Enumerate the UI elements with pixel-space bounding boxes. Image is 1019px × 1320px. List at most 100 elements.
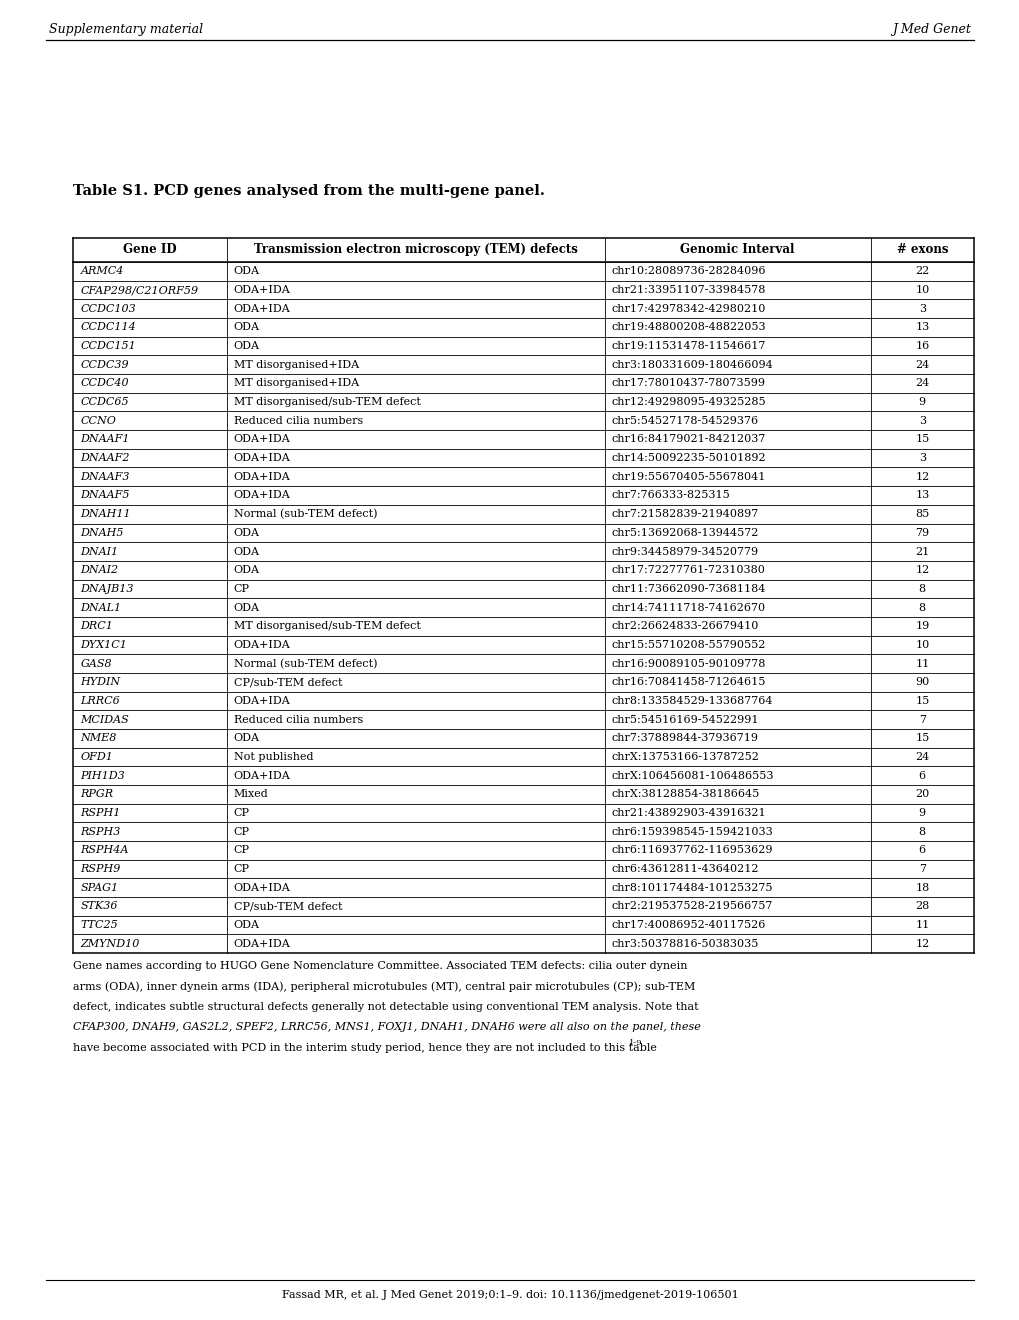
Text: TTC25: TTC25 (81, 920, 118, 931)
Text: chr21:33951107-33984578: chr21:33951107-33984578 (611, 285, 765, 296)
Text: 11: 11 (914, 920, 928, 931)
Text: chr5:54516169-54522991: chr5:54516169-54522991 (611, 714, 759, 725)
Text: 16: 16 (914, 341, 928, 351)
Text: GAS8: GAS8 (81, 659, 112, 669)
Text: ODA+IDA: ODA+IDA (233, 304, 290, 314)
Text: DNAL1: DNAL1 (81, 602, 121, 612)
Text: chr15:55710208-55790552: chr15:55710208-55790552 (611, 640, 765, 649)
Text: arms (ODA), inner dynein arms (IDA), peripheral microtubules (MT), central pair : arms (ODA), inner dynein arms (IDA), per… (73, 982, 695, 993)
Text: chr6:116937762-116953629: chr6:116937762-116953629 (611, 845, 772, 855)
Text: CP: CP (233, 865, 250, 874)
Text: chr14:50092235-50101892: chr14:50092235-50101892 (611, 453, 766, 463)
Text: DYX1C1: DYX1C1 (81, 640, 127, 649)
Text: 10: 10 (914, 285, 928, 296)
Text: MCIDAS: MCIDAS (81, 714, 129, 725)
Text: chr17:78010437-78073599: chr17:78010437-78073599 (611, 379, 765, 388)
Text: 85: 85 (914, 510, 928, 519)
Text: RSPH9: RSPH9 (81, 865, 121, 874)
Text: chr6:159398545-159421033: chr6:159398545-159421033 (611, 826, 773, 837)
Text: chrX:106456081-106486553: chrX:106456081-106486553 (611, 771, 773, 780)
Text: CP: CP (233, 583, 250, 594)
Text: CCDC39: CCDC39 (81, 360, 129, 370)
Text: chr8:101174484-101253275: chr8:101174484-101253275 (611, 883, 772, 892)
Text: 15: 15 (914, 734, 928, 743)
Text: ODA: ODA (233, 267, 260, 276)
Text: Table S1. PCD genes analysed from the multi-gene panel.: Table S1. PCD genes analysed from the mu… (73, 185, 545, 198)
Text: ODA+IDA: ODA+IDA (233, 640, 290, 649)
Text: 12: 12 (914, 565, 928, 576)
Text: CP: CP (233, 808, 250, 818)
Text: 12: 12 (914, 471, 928, 482)
Text: Normal (sub-TEM defect): Normal (sub-TEM defect) (233, 510, 377, 519)
Text: 6: 6 (918, 845, 925, 855)
Text: Mixed: Mixed (233, 789, 268, 800)
Text: Gene ID: Gene ID (123, 243, 176, 256)
Text: ODA: ODA (233, 528, 260, 537)
Text: RPGR: RPGR (81, 789, 113, 800)
Text: chr14:74111718-74162670: chr14:74111718-74162670 (611, 602, 765, 612)
Text: chrX:38128854-38186645: chrX:38128854-38186645 (611, 789, 759, 800)
Text: # exons: # exons (896, 243, 947, 256)
Text: 28: 28 (914, 902, 928, 911)
Text: chr16:84179021-84212037: chr16:84179021-84212037 (611, 434, 765, 445)
Text: DNAI2: DNAI2 (81, 565, 118, 576)
Text: chr7:766333-825315: chr7:766333-825315 (611, 491, 730, 500)
Text: chr7:21582839-21940897: chr7:21582839-21940897 (611, 510, 758, 519)
Text: 7: 7 (918, 714, 925, 725)
Text: 11: 11 (914, 659, 928, 669)
Text: chr11:73662090-73681184: chr11:73662090-73681184 (611, 583, 765, 594)
Text: J Med Genet: J Med Genet (892, 22, 970, 36)
Text: chrX:13753166-13787252: chrX:13753166-13787252 (611, 752, 759, 762)
Text: ODA: ODA (233, 565, 260, 576)
Text: 3: 3 (918, 453, 925, 463)
Text: chr2:26624833-26679410: chr2:26624833-26679410 (611, 622, 758, 631)
Text: DNAAF5: DNAAF5 (81, 491, 130, 500)
Text: CCDC151: CCDC151 (81, 341, 137, 351)
Text: ODA+IDA: ODA+IDA (233, 471, 290, 482)
Text: 1-9: 1-9 (629, 1039, 642, 1047)
Text: ODA: ODA (233, 322, 260, 333)
Text: Supplementary material: Supplementary material (49, 22, 203, 36)
Text: 8: 8 (918, 583, 925, 594)
Text: DNAJB13: DNAJB13 (81, 583, 133, 594)
Text: 8: 8 (918, 602, 925, 612)
Text: ODA: ODA (233, 341, 260, 351)
Text: Genomic Interval: Genomic Interval (680, 243, 794, 256)
Text: 22: 22 (914, 267, 928, 276)
Text: ODA: ODA (233, 920, 260, 931)
Text: DNAI1: DNAI1 (81, 546, 118, 557)
Text: ODA+IDA: ODA+IDA (233, 434, 290, 445)
Text: DNAAF1: DNAAF1 (81, 434, 130, 445)
Text: ODA: ODA (233, 734, 260, 743)
Text: OFD1: OFD1 (81, 752, 113, 762)
Text: 13: 13 (914, 322, 928, 333)
Text: 24: 24 (914, 752, 928, 762)
Text: 18: 18 (914, 883, 928, 892)
Text: 8: 8 (918, 826, 925, 837)
Text: chr3:50378816-50383035: chr3:50378816-50383035 (611, 939, 758, 949)
Text: ODA: ODA (233, 602, 260, 612)
Text: Transmission electron microscopy (TEM) defects: Transmission electron microscopy (TEM) d… (254, 243, 577, 256)
Text: DNAH11: DNAH11 (81, 510, 131, 519)
Text: chr5:13692068-13944572: chr5:13692068-13944572 (611, 528, 758, 537)
Text: 90: 90 (914, 677, 928, 688)
Text: 3: 3 (918, 416, 925, 426)
Text: Reduced cilia numbers: Reduced cilia numbers (233, 714, 363, 725)
Text: HYDIN: HYDIN (81, 677, 120, 688)
Text: ODA+IDA: ODA+IDA (233, 771, 290, 780)
Text: ARMC4: ARMC4 (81, 267, 124, 276)
Text: DRC1: DRC1 (81, 622, 113, 631)
Text: ODA+IDA: ODA+IDA (233, 696, 290, 706)
Text: CCNO: CCNO (81, 416, 116, 426)
Text: ODA: ODA (233, 546, 260, 557)
Text: 15: 15 (914, 696, 928, 706)
Text: DNAH5: DNAH5 (81, 528, 124, 537)
Text: CCDC40: CCDC40 (81, 379, 129, 388)
Text: Normal (sub-TEM defect): Normal (sub-TEM defect) (233, 659, 377, 669)
Text: RSPH1: RSPH1 (81, 808, 121, 818)
Text: CP/sub-TEM defect: CP/sub-TEM defect (233, 902, 341, 911)
Text: 24: 24 (914, 360, 928, 370)
Text: chr2:219537528-219566757: chr2:219537528-219566757 (611, 902, 772, 911)
Text: ODA+IDA: ODA+IDA (233, 939, 290, 949)
Text: chr21:43892903-43916321: chr21:43892903-43916321 (611, 808, 766, 818)
